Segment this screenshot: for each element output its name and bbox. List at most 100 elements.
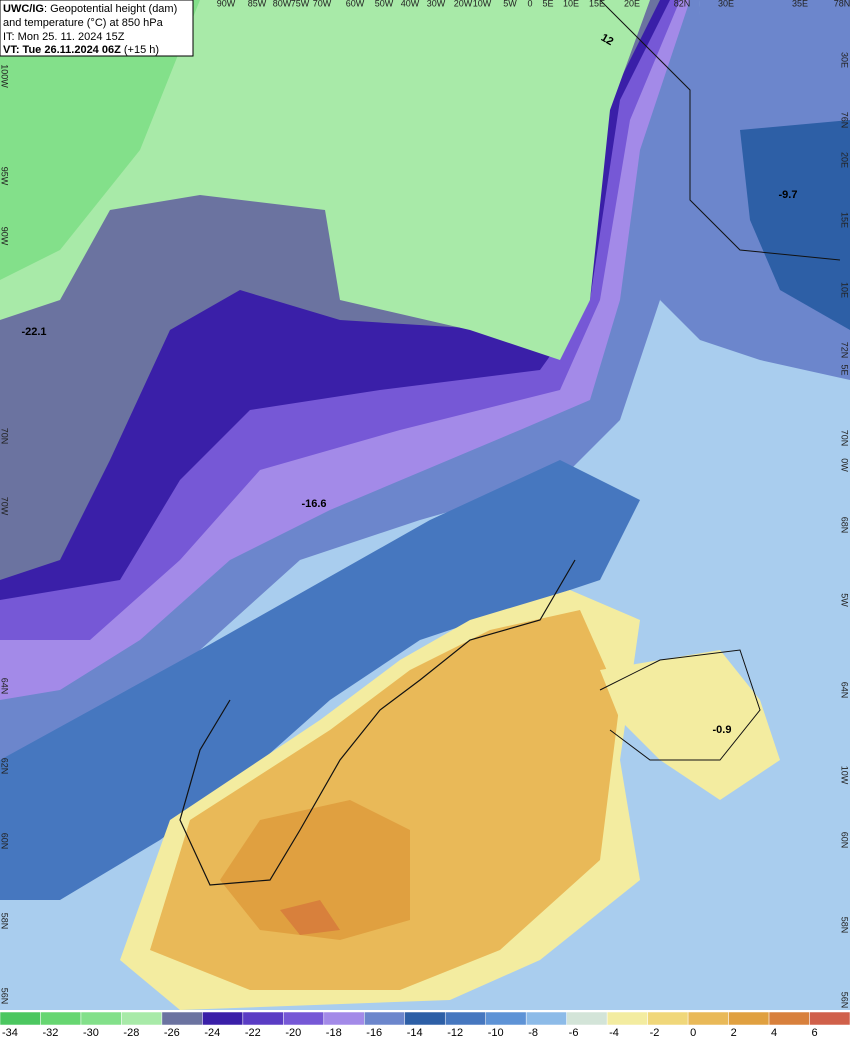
lon-label: 40W bbox=[401, 0, 420, 8]
colorbar-box bbox=[364, 1011, 406, 1026]
valid-bold: VT: Tue 26.11.2024 06Z bbox=[3, 44, 121, 56]
colorbar-label: 6 bbox=[812, 1027, 818, 1039]
colorbar-box bbox=[283, 1011, 325, 1026]
edge-label: 64N bbox=[840, 682, 850, 699]
colorbar-label: -30 bbox=[83, 1027, 99, 1039]
value-label: 12 bbox=[599, 32, 616, 49]
edge-label: 60N bbox=[0, 833, 10, 850]
colorbar-box bbox=[566, 1011, 608, 1026]
edge-label: 70W bbox=[0, 497, 10, 516]
header-init: IT: Mon 25. 11. 2024 15Z bbox=[3, 31, 125, 43]
header-valid: VT: Tue 26.11.2024 06Z (+15 h) bbox=[3, 44, 159, 56]
zone bbox=[0, 0, 200, 280]
lon-label: 75W bbox=[291, 0, 310, 8]
edge-label: 5W bbox=[840, 593, 850, 607]
colorbar-label: -8 bbox=[528, 1027, 538, 1039]
colorbar-box bbox=[728, 1011, 770, 1026]
colorbar-box bbox=[161, 1011, 203, 1026]
colorbar-label: -20 bbox=[285, 1027, 301, 1039]
colorbar-label: 2 bbox=[731, 1027, 737, 1039]
colorbar-box bbox=[768, 1011, 810, 1026]
zone bbox=[280, 900, 340, 935]
colorbar-box bbox=[404, 1011, 446, 1026]
colorbar-label: -24 bbox=[204, 1027, 220, 1039]
colorbar-box bbox=[687, 1011, 729, 1026]
header-title: UWC/IG: Geopotential height (dam) bbox=[3, 3, 177, 15]
edge-label: 70N bbox=[840, 430, 850, 447]
lon-label: 70W bbox=[313, 0, 332, 8]
lon-label: 5W bbox=[503, 0, 517, 8]
edge-label: 56N bbox=[0, 988, 10, 1005]
lon-label: 50W bbox=[375, 0, 394, 8]
edge-label: 0W bbox=[840, 458, 850, 472]
edge-label: 58N bbox=[840, 917, 850, 934]
value-label: -22.1 bbox=[21, 326, 46, 338]
valid-rest: (+15 h) bbox=[124, 44, 159, 56]
edge-label: 76N bbox=[840, 112, 850, 129]
colorbar-label: -10 bbox=[488, 1027, 504, 1039]
title-bold: UWC/IG bbox=[3, 3, 44, 15]
title-rest: : Geopotential height (dam) bbox=[44, 3, 177, 15]
colorbar-label: -26 bbox=[164, 1027, 180, 1039]
edge-label: 15E bbox=[840, 212, 850, 228]
colorbar-box bbox=[647, 1011, 689, 1026]
colorbar-label: -4 bbox=[609, 1027, 619, 1039]
colorbar-box bbox=[606, 1011, 648, 1026]
edge-label: 30E bbox=[840, 52, 850, 68]
edge-label: 62N bbox=[0, 758, 10, 775]
edge-label: 64N bbox=[0, 678, 10, 695]
colorbar-box bbox=[809, 1011, 850, 1026]
edge-label: 20E bbox=[840, 152, 850, 168]
lon-label: 90W bbox=[217, 0, 236, 8]
edge-label: 68N bbox=[840, 517, 850, 534]
zone bbox=[600, 650, 780, 800]
lon-label: 30E bbox=[718, 0, 734, 8]
header-line: and temperature (°C) at 850 hPa bbox=[3, 17, 164, 29]
colorbar-box bbox=[121, 1011, 163, 1026]
lon-label: 82N bbox=[674, 0, 691, 8]
colorbar-label: 4 bbox=[771, 1027, 777, 1039]
colorbar-box bbox=[525, 1011, 567, 1026]
coastline bbox=[179, 559, 576, 886]
colorbar-label: -32 bbox=[42, 1027, 58, 1039]
edge-label: 72N bbox=[840, 342, 850, 359]
colorbar-label: -12 bbox=[447, 1027, 463, 1039]
coastline bbox=[599, 649, 761, 761]
contour-line bbox=[599, 0, 841, 261]
edge-label: 5E bbox=[840, 364, 850, 375]
lon-label: 80W bbox=[273, 0, 292, 8]
lon-label: 20E bbox=[624, 0, 640, 8]
lon-label: 20W bbox=[454, 0, 473, 8]
colorbar-box bbox=[323, 1011, 365, 1026]
edge-label: 90W bbox=[0, 227, 10, 246]
colorbar-box bbox=[40, 1011, 82, 1026]
colorbar-box bbox=[485, 1011, 527, 1026]
edge-label: 95W bbox=[0, 167, 10, 186]
colorbar-label: -28 bbox=[123, 1027, 139, 1039]
colorbar-label: -22 bbox=[245, 1027, 261, 1039]
lon-label: 35E bbox=[792, 0, 808, 8]
value-label: -9.7 bbox=[779, 189, 798, 201]
colorbar-box bbox=[202, 1011, 244, 1026]
edge-label: 58N bbox=[0, 913, 10, 930]
colorbar-label: -2 bbox=[650, 1027, 660, 1039]
header-box bbox=[0, 0, 194, 57]
edge-label: 10E bbox=[840, 282, 850, 298]
colorbar-label: -6 bbox=[569, 1027, 579, 1039]
lon-label: 10W bbox=[473, 0, 492, 8]
colorbar-box bbox=[444, 1011, 486, 1026]
lon-label: 15E bbox=[589, 0, 605, 8]
zone bbox=[220, 800, 410, 940]
edge-label: 70N bbox=[0, 428, 10, 445]
lon-label: 60W bbox=[346, 0, 365, 8]
colorbar-label: -16 bbox=[366, 1027, 382, 1039]
colorbar-box bbox=[242, 1011, 284, 1026]
edge-label: 56N bbox=[840, 992, 850, 1009]
zone bbox=[740, 120, 850, 330]
colorbar-label: -18 bbox=[326, 1027, 342, 1039]
lon-label: 78N bbox=[834, 0, 850, 8]
colorbar-box bbox=[0, 1011, 41, 1026]
lon-label: 5E bbox=[542, 0, 553, 8]
